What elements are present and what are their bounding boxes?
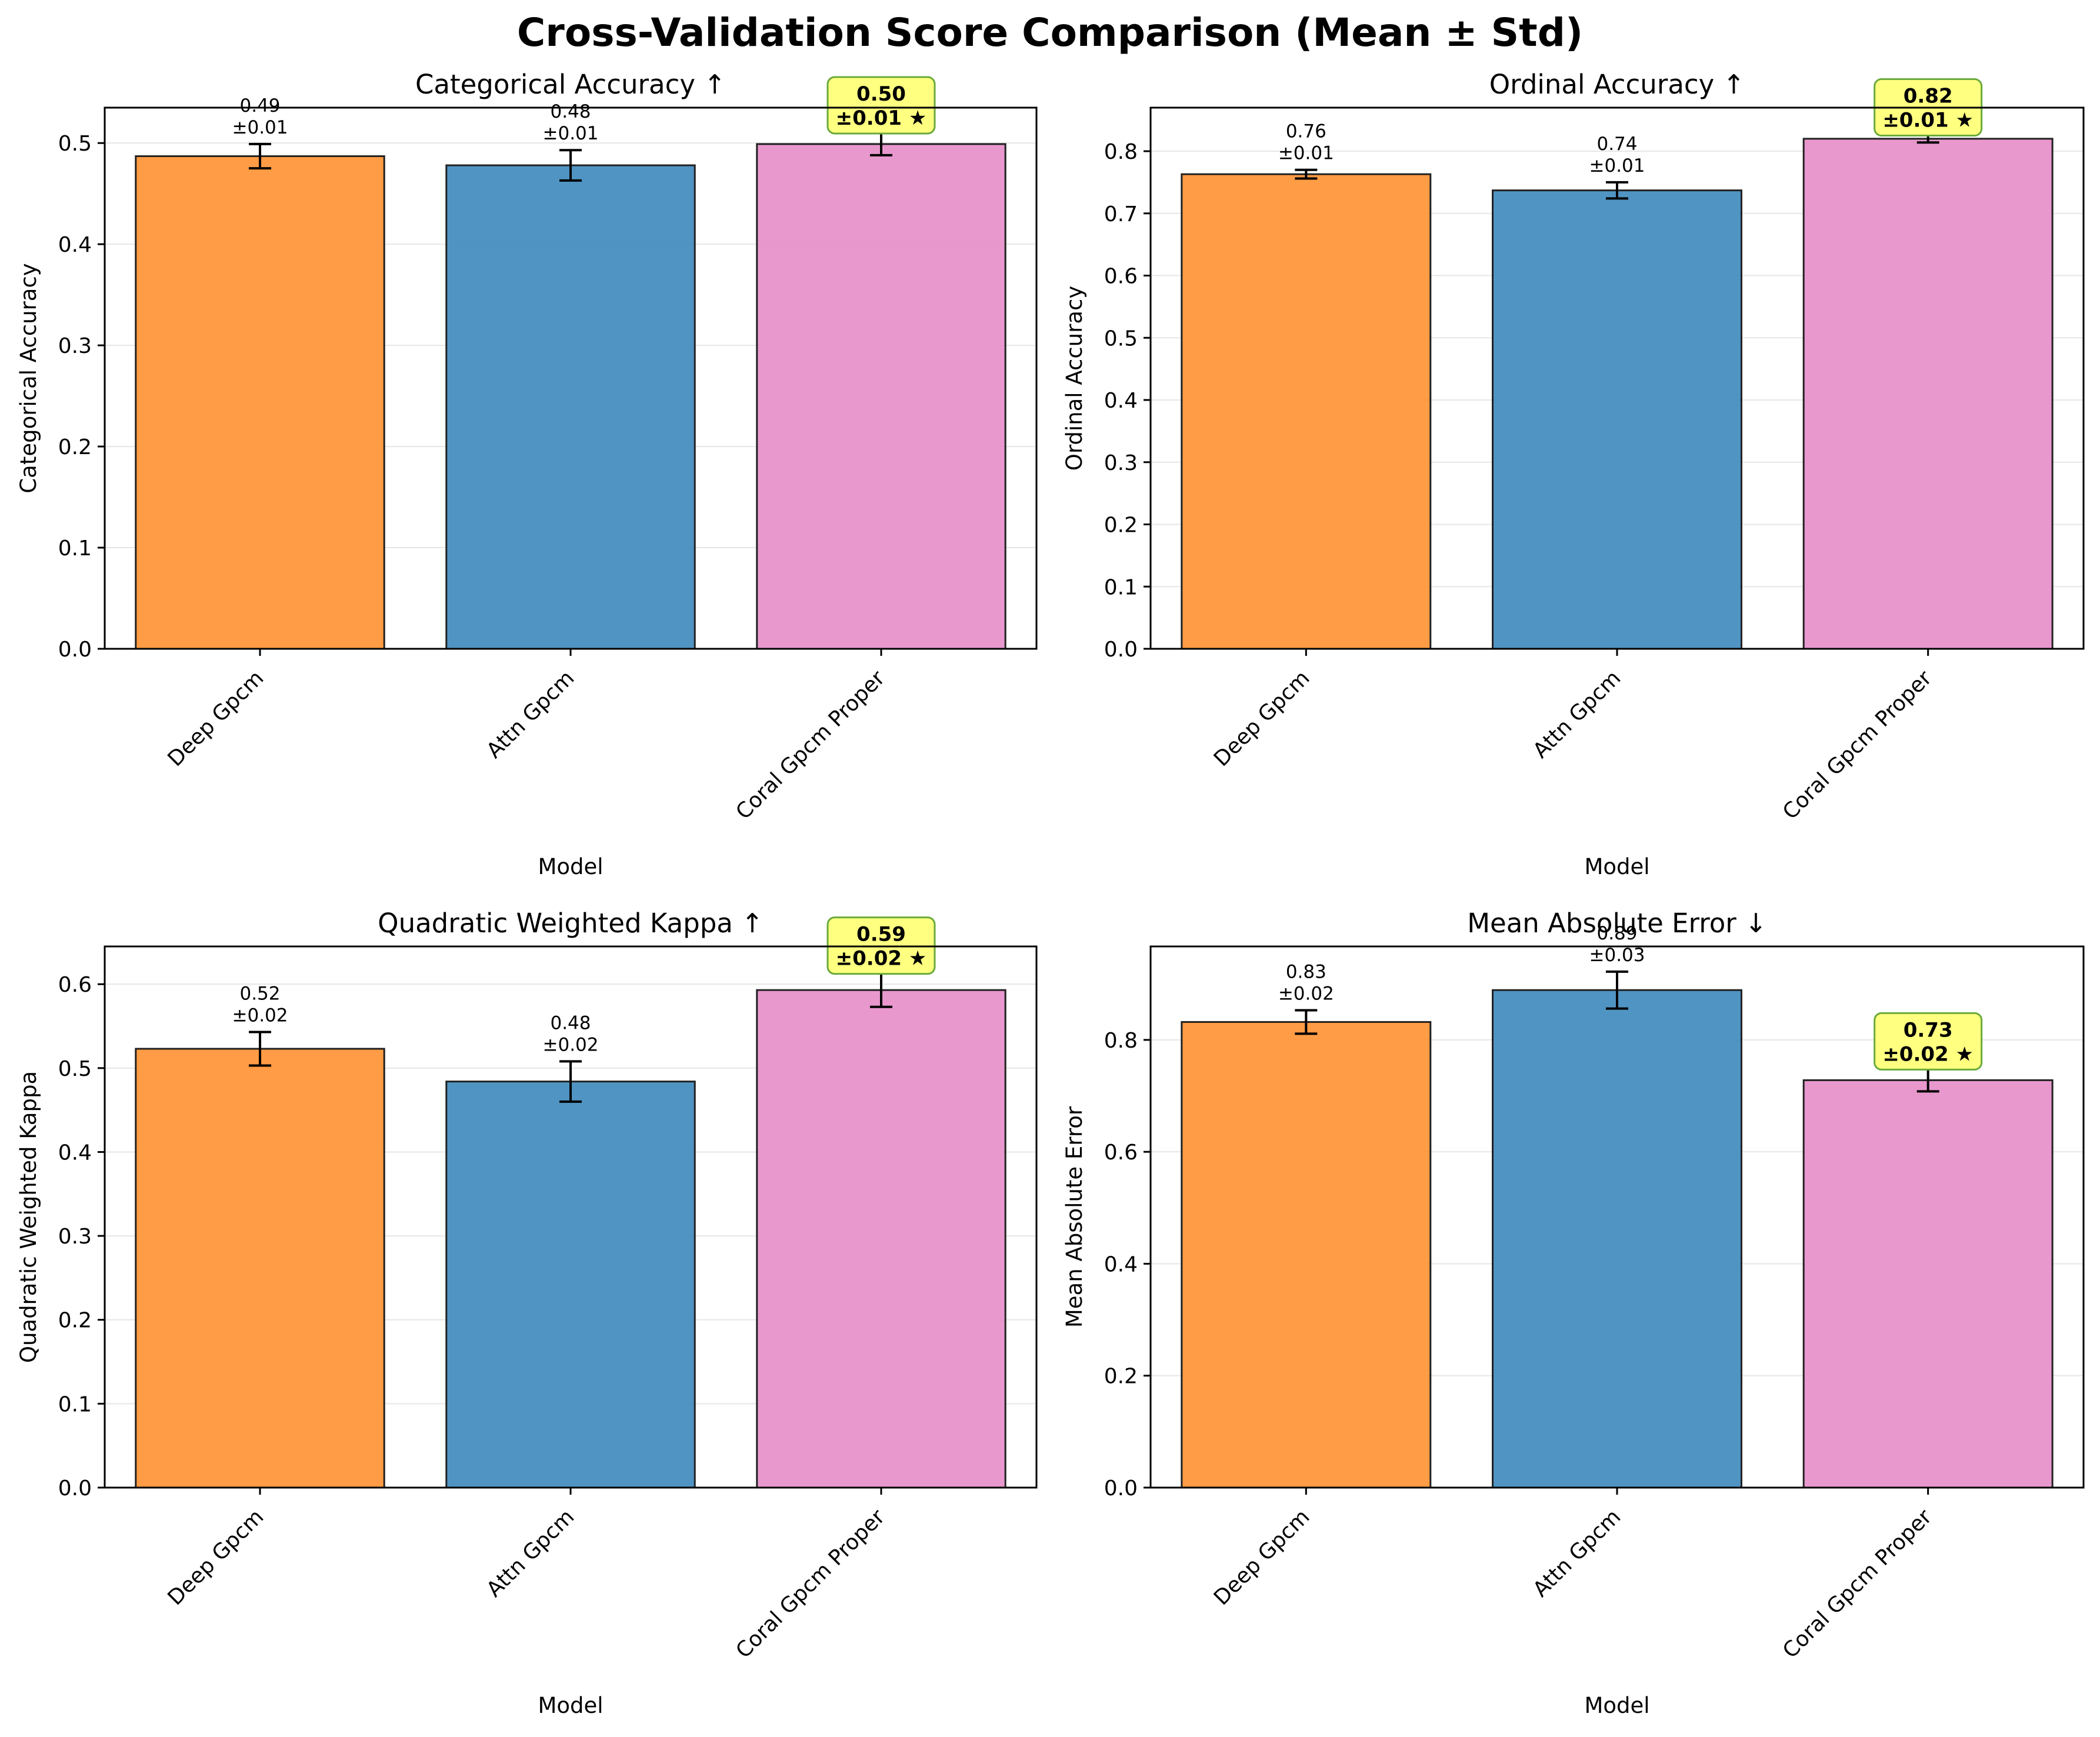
bar	[135, 1048, 385, 1489]
y-tick-label: 0.4	[58, 233, 92, 257]
error-label: ±0.02	[232, 1005, 288, 1026]
y-tick-label: 0.4	[1104, 389, 1138, 413]
bar	[756, 989, 1006, 1489]
error-label: ±0.02 ★	[1882, 1042, 1974, 1066]
y-tick-label: 0.2	[58, 1309, 92, 1333]
y-tick-label: 0.1	[58, 536, 92, 561]
y-axis-label: Mean Absolute Error	[1062, 1106, 1087, 1328]
value-label: 0.76	[1286, 121, 1326, 142]
bar	[756, 143, 1006, 650]
y-tick-label: 0.3	[58, 334, 92, 358]
y-tick-label: 0.2	[1104, 1365, 1138, 1389]
value-label: 0.49	[239, 95, 280, 116]
value-label: 0.50	[856, 82, 906, 106]
panel-title: Categorical Accuracy ↑	[415, 69, 726, 100]
y-axis-label: Categorical Accuracy	[16, 263, 41, 493]
x-axis-label: Model	[538, 1693, 603, 1718]
chart-panel-2: 0.76±0.01 0.74±0.010.82±0.01 ★0.00.10.20.…	[1062, 69, 2085, 879]
x-tick-label: Attn Gpcm	[1529, 666, 1626, 763]
error-label: ±0.02	[543, 1034, 599, 1055]
y-axis-label: Ordinal Accuracy	[1062, 286, 1087, 471]
bar	[1802, 1079, 2054, 1489]
chart-panel-4: 0.83±0.02 0.89±0.03 0.73±0.02 ★ 0.0 0.2 0.4 0.…	[1062, 908, 2085, 1718]
value-label: 0.73	[1904, 1018, 1953, 1042]
x-tick-label: Attn Gpcm	[1529, 1505, 1626, 1602]
chart-panel-3: 0.52±0.02 0.48±0.020.59±0.02 ★0.00.10.20.…	[16, 908, 1038, 1718]
y-tick-label: 0.3	[1104, 451, 1138, 475]
error-label: ±0.01 ★	[1882, 109, 1974, 132]
value-label: 0.74	[1596, 134, 1637, 155]
bar	[135, 155, 385, 650]
chart-panel-1: 0.49±0.010.48±0.010.50±0.01 ★0.00.10.20.…	[16, 69, 1038, 879]
x-tick-label: Coral Gpcm Proper	[731, 1505, 889, 1663]
error-label: ±0.02	[1278, 983, 1334, 1004]
figure-title: Cross-Validation Score Comparison (Mean …	[517, 10, 1583, 55]
value-label: 0.52	[239, 983, 280, 1004]
x-tick-label: Deep Gpcm	[1209, 1505, 1315, 1610]
y-tick-label: 0.6	[1104, 1141, 1138, 1165]
value-label: 0.82	[1904, 85, 1953, 108]
y-tick-label: 0.5	[58, 132, 92, 156]
bar	[1492, 989, 1742, 1489]
value-label: 0.83	[1286, 961, 1326, 982]
x-tick-label: Coral Gpcm Proper	[731, 666, 889, 824]
x-tick-label: Deep Gpcm	[164, 1505, 269, 1610]
bar	[445, 1081, 696, 1489]
x-axis-label: Model	[538, 854, 603, 879]
y-tick-label: 0.2	[58, 435, 92, 459]
y-tick-label: 0.0	[1104, 638, 1138, 662]
x-tick-label: Deep Gpcm	[164, 666, 269, 771]
value-label: 0.59	[856, 923, 906, 946]
bar	[1802, 138, 2054, 650]
error-label: ±0.03	[1589, 945, 1645, 966]
x-tick-label: Attn Gpcm	[482, 1505, 579, 1602]
y-tick-label: 0.1	[58, 1392, 92, 1416]
error-label: ±0.01	[543, 123, 599, 144]
value-label: 0.48	[550, 101, 591, 122]
x-tick-label: Deep Gpcm	[1209, 666, 1315, 771]
error-label: ±0.01	[1278, 143, 1334, 164]
bar	[1181, 1021, 1432, 1489]
error-label: ±0.01	[1589, 155, 1645, 176]
x-tick-label: Coral Gpcm Proper	[1778, 666, 1936, 824]
bar	[445, 164, 696, 650]
y-tick-label: 0.0	[58, 638, 92, 662]
y-tick-label: 0.0	[1104, 1476, 1138, 1501]
y-tick-label: 0.3	[58, 1225, 92, 1249]
y-tick-label: 0.2	[1104, 514, 1138, 538]
y-tick-label: 0.6	[1104, 265, 1138, 289]
y-tick-label: 0.1	[1104, 575, 1138, 599]
best-label-box	[1874, 1012, 1983, 1071]
bar	[1492, 189, 1742, 650]
y-tick-label: 0.0	[58, 1476, 92, 1501]
value-label: 0.89	[1596, 923, 1637, 944]
y-tick-label: 0.8	[1104, 140, 1138, 164]
y-tick-label: 0.6	[58, 973, 92, 997]
panel-title: Quadratic Weighted Kappa ↑	[378, 908, 764, 939]
y-tick-label: 0.8	[1104, 1029, 1138, 1053]
bar	[1181, 173, 1432, 650]
panel-title: Mean Absolute Error ↓	[1467, 908, 1767, 939]
error-label: ±0.02 ★	[836, 947, 927, 971]
y-tick-label: 0.5	[1104, 326, 1138, 351]
y-tick-label: 0.5	[58, 1057, 92, 1081]
y-tick-label: 0.7	[1104, 202, 1138, 226]
x-tick-label: Coral Gpcm Proper	[1778, 1505, 1936, 1663]
error-label: ±0.01	[232, 117, 288, 138]
value-label: 0.48	[550, 1012, 591, 1033]
panel-title: Ordinal Accuracy ↑	[1489, 69, 1745, 100]
error-label: ±0.01 ★	[836, 106, 927, 130]
x-tick-label: Attn Gpcm	[482, 666, 579, 763]
x-axis-label: Model	[1584, 1693, 1649, 1718]
best-label-box	[826, 76, 936, 135]
y-tick-label: 0.4	[1104, 1252, 1138, 1276]
x-axis-label: Model	[1584, 854, 1649, 879]
y-axis-label: Quadratic Weighted Kappa	[16, 1071, 41, 1363]
y-tick-label: 0.4	[58, 1141, 92, 1165]
